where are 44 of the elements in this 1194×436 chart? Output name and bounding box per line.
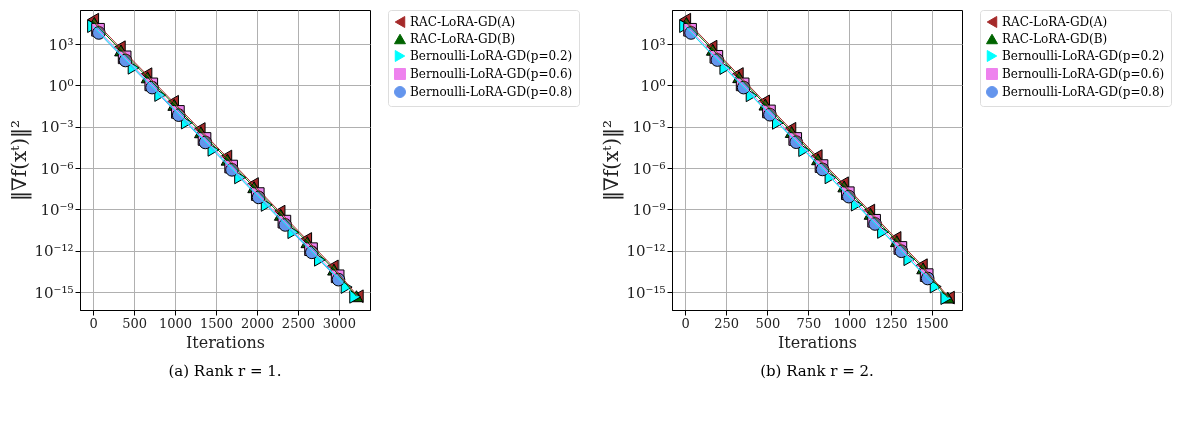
x-tick-label: 0: [681, 315, 690, 331]
legend-label: RAC-LoRA-GD(A): [1002, 15, 1108, 29]
legend-label: Bernoulli-LoRA-GD(p=0.8): [1002, 85, 1165, 99]
text: (a) Rank r = 1.: [168, 362, 282, 380]
legend-label: Bernoulli-LoRA-GD(p=0.8): [410, 85, 573, 99]
legend-label: Bernoulli-LoRA-GD(p=0.2): [1002, 49, 1165, 63]
y-tick-label: 10⁻⁶: [40, 159, 74, 178]
legend-label: RAC-LoRA-GD(A): [410, 15, 516, 29]
x-tick-label: 1000: [833, 315, 867, 331]
y-tick-label: 10³: [640, 35, 666, 54]
x-tick-label: 2000: [240, 315, 274, 331]
y-axis-title: ‖∇f(xᵗ)‖²: [7, 119, 33, 202]
y-tick-label: 10⁻³: [40, 118, 74, 137]
x-tick-label: 3000: [322, 315, 356, 331]
x-tick-label: 1500: [915, 315, 949, 331]
y-tick-label: 10⁻¹⁵: [34, 283, 74, 302]
x-tick-label: 0: [89, 315, 98, 331]
x-axis-title: Iterations: [777, 332, 858, 352]
x-tick-label: 500: [755, 315, 781, 331]
legend-label: Bernoulli-LoRA-GD(p=0.6): [410, 67, 573, 81]
y-tick-label: 10³: [48, 35, 74, 54]
y-tick-label: 10⁻⁹: [40, 200, 74, 219]
x-tick-label: 500: [122, 315, 147, 331]
x-tick-label: 750: [796, 315, 822, 331]
y-tick-label: 10⁰: [640, 76, 666, 95]
legend-label: RAC-LoRA-GD(B): [1002, 32, 1108, 46]
x-tick-label: 250: [714, 315, 740, 331]
x-tick-label: 2500: [281, 315, 315, 331]
legend-label: RAC-LoRA-GD(B): [410, 32, 516, 46]
y-tick-label: 10⁻³: [632, 118, 666, 137]
y-tick-label: 10⁰: [48, 76, 74, 95]
x-axis-title: Iterations: [185, 332, 266, 352]
legend-label: Bernoulli-LoRA-GD(p=0.2): [410, 49, 573, 63]
text: (b) Rank r = 2.: [760, 362, 874, 380]
y-tick-label: 10⁻¹²: [34, 242, 74, 261]
y-tick-label: 10⁻¹²: [626, 242, 666, 261]
x-tick-label: 1000: [158, 315, 193, 331]
legend-label: Bernoulli-LoRA-GD(p=0.6): [1002, 67, 1165, 81]
y-axis-title: ‖∇f(xᵗ)‖²: [599, 119, 625, 202]
x-tick-label: 1500: [199, 315, 234, 331]
y-tick-label: 10⁻⁹: [632, 200, 666, 219]
x-tick-label: 1250: [874, 315, 908, 331]
y-tick-label: 10⁻¹⁵: [626, 283, 666, 302]
y-tick-label: 10⁻⁶: [632, 159, 666, 178]
